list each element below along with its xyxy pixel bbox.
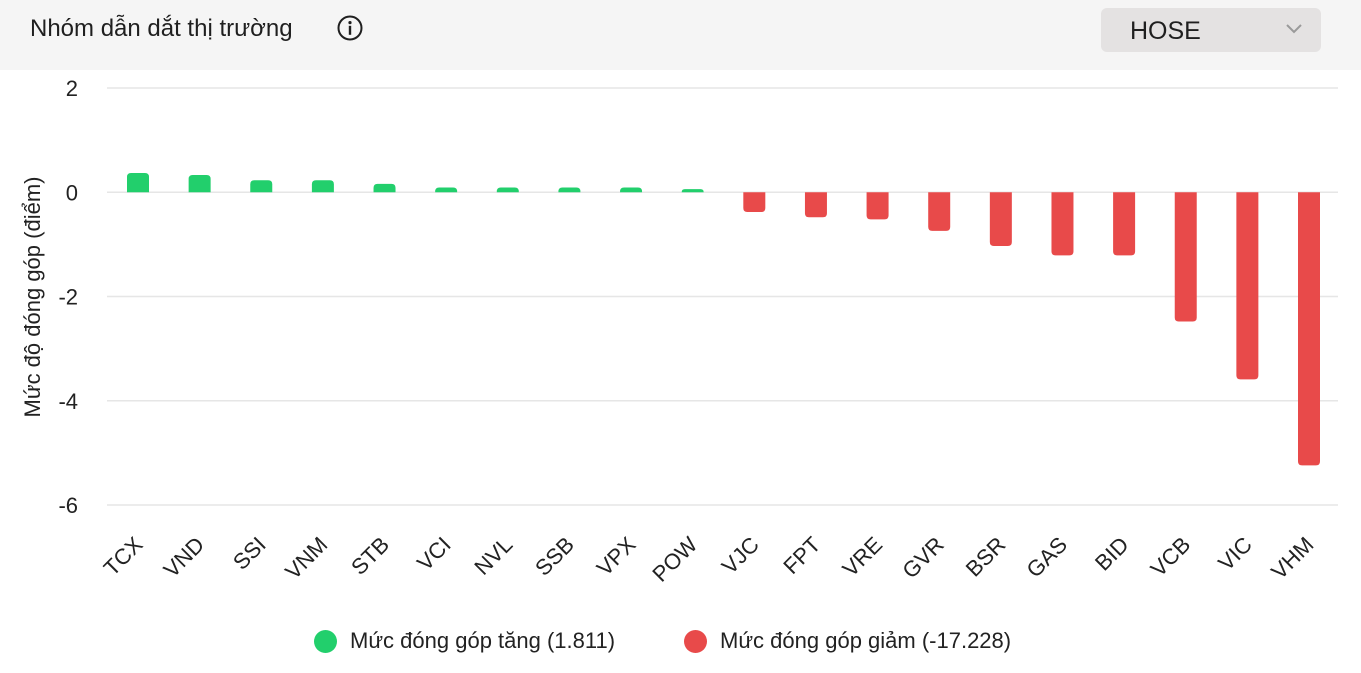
bar-bsr[interactable]: [989, 192, 1012, 246]
legend-marker-increase: [314, 629, 337, 653]
bar-fpt[interactable]: [804, 192, 827, 218]
bar-tcx[interactable]: [127, 172, 149, 193]
x-tick-label: POW: [647, 532, 702, 587]
x-tick-label: VIC: [1213, 532, 1257, 576]
bar-vci[interactable]: [435, 187, 458, 193]
x-tick-label: VPX: [592, 532, 641, 581]
bar-bid[interactable]: [1113, 192, 1136, 256]
chevron-down-icon: [1286, 24, 1302, 34]
x-tick-label: GVR: [897, 532, 948, 583]
y-axis-ticks: 2 0 -2 -4 -6: [58, 76, 78, 518]
bar-ssi[interactable]: [250, 180, 273, 193]
y-tick-label: -6: [58, 493, 78, 518]
legend-marker-decrease: [684, 629, 707, 653]
bar-vnd[interactable]: [188, 175, 211, 193]
info-circle-icon[interactable]: [336, 14, 364, 42]
legend-label-increase: Mức đóng góp tăng (1.811): [350, 628, 616, 653]
x-tick-label: GAS: [1021, 532, 1072, 583]
bar-ssb[interactable]: [558, 187, 581, 193]
y-tick-label: 2: [66, 76, 78, 101]
x-tick-label: STB: [346, 532, 394, 580]
chart-header: Nhóm dẫn dắt thị trường HOSE: [0, 0, 1361, 70]
bar-vjc[interactable]: [743, 192, 766, 213]
x-tick-label: TCX: [99, 532, 148, 581]
x-tick-label: VNM: [280, 532, 332, 584]
bars: [127, 172, 1320, 466]
bar-vre[interactable]: [866, 192, 889, 220]
x-tick-label: VND: [159, 532, 210, 583]
x-tick-label: VCB: [1146, 532, 1196, 582]
bar-vpx[interactable]: [620, 187, 643, 193]
legend-label-decrease: Mức đóng góp giảm (-17.228): [720, 628, 1012, 653]
x-tick-label: NVL: [469, 532, 517, 580]
bar-nvl[interactable]: [496, 187, 519, 193]
x-tick-label: SSB: [530, 532, 579, 581]
x-tick-label: BSR: [961, 532, 1011, 582]
x-tick-label: BID: [1090, 532, 1134, 576]
x-tick-label: VCI: [412, 532, 456, 576]
x-tick-label: SSI: [228, 532, 271, 575]
exchange-select-value: HOSE: [1130, 17, 1201, 45]
y-tick-label: -4: [58, 389, 78, 414]
x-tick-label: VHM: [1266, 532, 1318, 584]
y-axis-label: Mức độ đóng góp (điểm): [20, 177, 45, 418]
bar-gvr[interactable]: [928, 192, 951, 231]
x-tick-label: VRE: [837, 532, 887, 582]
bar-stb[interactable]: [373, 183, 396, 193]
bar-vnm[interactable]: [311, 180, 334, 193]
x-tick-label: VJC: [717, 532, 764, 579]
legend-item-increase[interactable]: Mức đóng góp tăng (1.811): [314, 624, 615, 658]
y-tick-label: 0: [66, 180, 78, 205]
bar-vic[interactable]: [1236, 192, 1259, 380]
bar-vhm[interactable]: [1298, 192, 1320, 466]
grid-lines: [107, 87, 1338, 506]
bar-chart: 2 0 -2 -4 -6 Mức độ đóng góp (điểm) TCX VND SS…: [20, 76, 1338, 587]
page-title: Nhóm dẫn dắt thị trường: [30, 15, 293, 42]
bar-gas[interactable]: [1051, 192, 1074, 256]
bar-vcb[interactable]: [1174, 192, 1197, 322]
chart-legend: Mức đóng góp tăng (1.811) Mức đóng góp g…: [0, 624, 1361, 658]
y-tick-label: -2: [58, 285, 78, 310]
x-tick-label: FPT: [778, 532, 825, 579]
bar-pow[interactable]: [681, 189, 704, 193]
x-axis-ticks: TCX VND SSI VNM STB VCI NVL SSB VPX POW VJC FPT VRE G…: [99, 532, 1319, 587]
legend-item-decrease[interactable]: Mức đóng góp giảm (-17.228): [684, 624, 1011, 658]
exchange-select[interactable]: HOSE: [1101, 8, 1321, 52]
